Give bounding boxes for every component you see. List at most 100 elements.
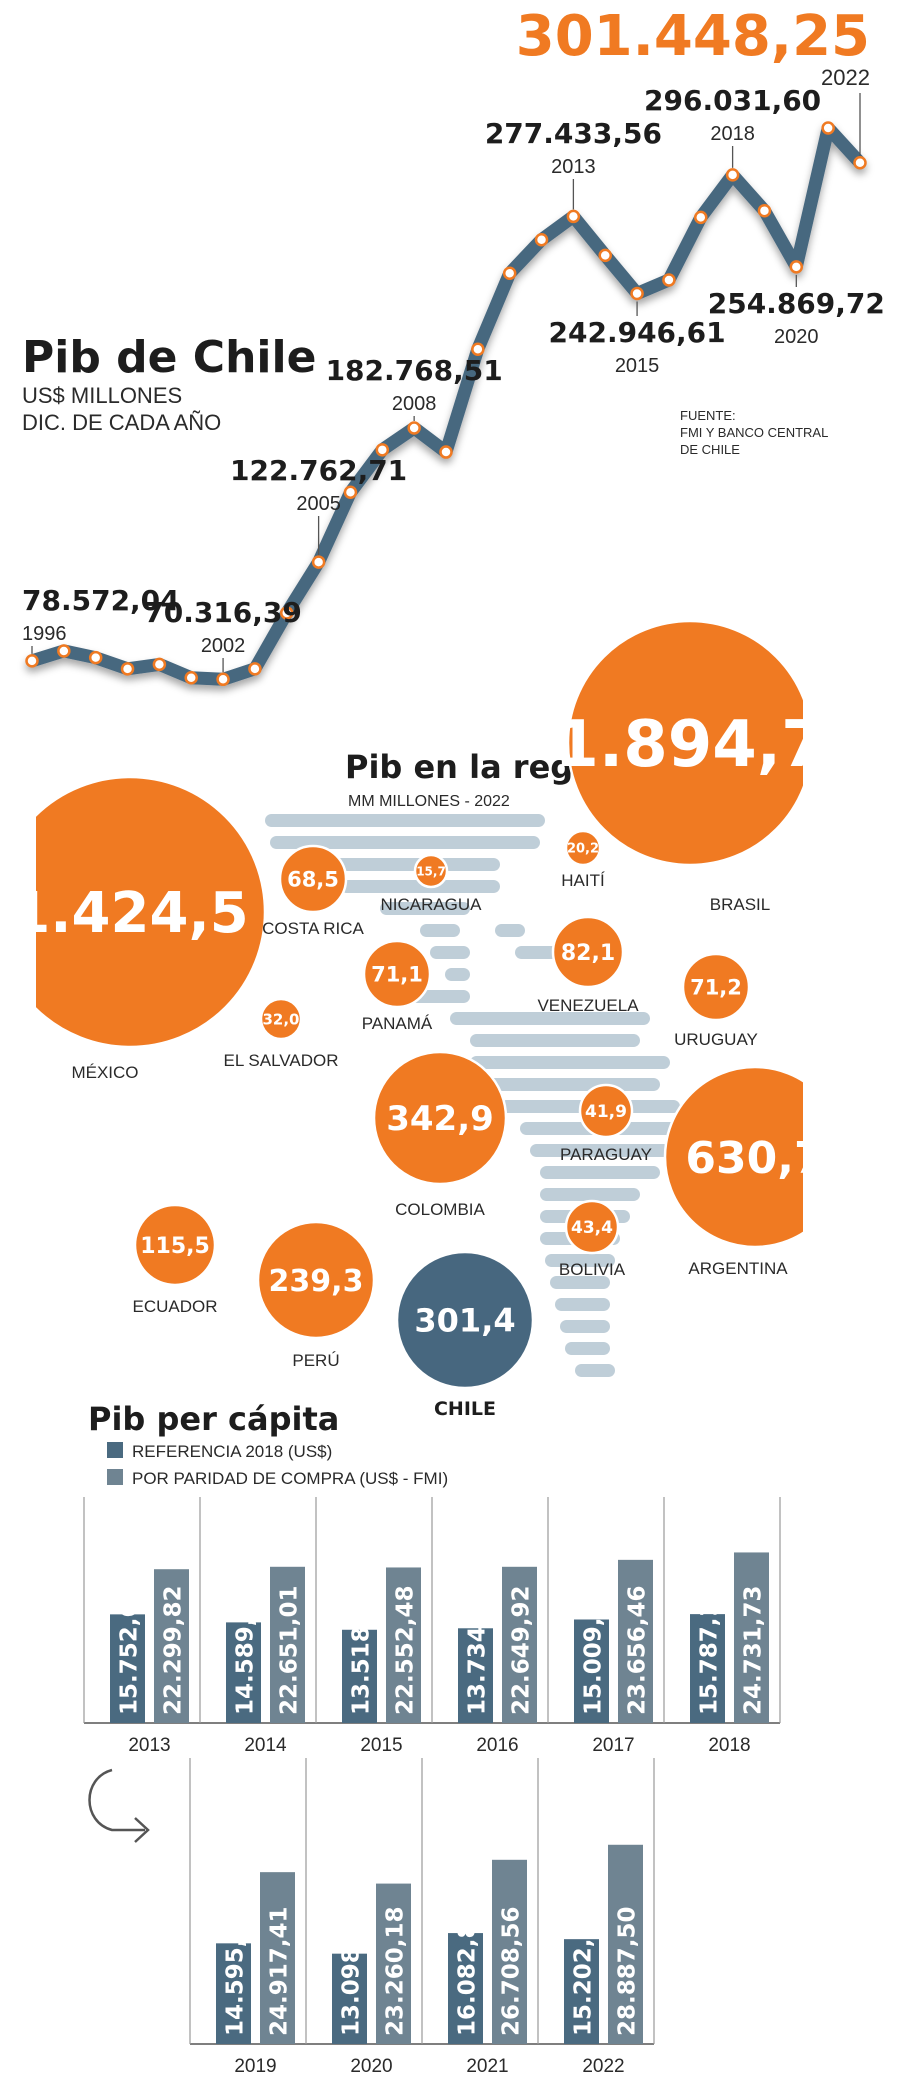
gdp-point-2012 [534, 232, 549, 247]
bar-ref-2018 [690, 1614, 725, 1723]
bar-ref-2015 [342, 1629, 377, 1723]
bubble-value-venezuela: 82,1 [561, 941, 615, 966]
bar-value-label: 13.098,25 [339, 1907, 365, 2037]
gdp-value-label-2022: 301.448,25 [516, 4, 870, 69]
bubble-circle-uruguay [681, 952, 751, 1022]
percapita-bar-chart: Pib per cápita REFERENCIA 2018 (US$) POR… [83, 1400, 781, 2074]
bubble-colombia: 342,9 COLOMBIA [372, 1050, 508, 1219]
gdp-point-2019 [757, 203, 772, 218]
gdp-value-label-2013: 277.433,56 [485, 117, 662, 150]
source-line-2: DE CHILE [680, 442, 740, 457]
bubble-name-el-salvador: EL SALVADOR [224, 1051, 339, 1070]
bubble-name-colombia: COLOMBIA [395, 1200, 485, 1219]
bar-ppp-2013 [154, 1569, 189, 1723]
bar-ref-2020 [332, 1953, 367, 2044]
gdp-year-label-2020: 2020 [774, 326, 819, 348]
bubble-uruguay: 71,2 URUGUAY [674, 952, 758, 1049]
bar-ppp-2014 [270, 1566, 305, 1723]
bar-ppp-2019 [260, 1872, 295, 2044]
bar-ref-2017 [574, 1619, 609, 1723]
bubble-value-per-: 239,3 [269, 1264, 364, 1299]
bar-ref-2013 [110, 1614, 145, 1723]
country-bubbles: 1.894,7 BRASIL 1.424,5 MÉXICO 630,7 ARGENTINA… [0, 560, 900, 1420]
map-stripe [540, 1166, 660, 1179]
legend-swatch-ppp [107, 1469, 123, 1485]
map-stripe [380, 902, 470, 915]
gdp-point-2010 [471, 342, 485, 356]
gdp-value-label-2015: 242.946,61 [549, 316, 726, 349]
bar-category-2018: 2018 [708, 1735, 750, 1756]
bubble-hait-: 20,2 HAITÍ [561, 829, 605, 890]
gdp-chart-subtitle-1: US$ MILLONES [22, 383, 182, 408]
gdp-point-2005 [311, 555, 326, 569]
bubble-ecuador: 115,5 ECUADOR [132, 1203, 218, 1316]
gdp-point-1998 [88, 650, 103, 665]
gdp-point-labels: 78.572,04 1996 70.316,39 2002 122.762,71 2005… [22, 4, 885, 673]
map-stripe [480, 1078, 660, 1091]
bubble-value-brasil: 1.894,7 [554, 708, 825, 782]
gdp-point-2002 [216, 672, 230, 687]
map-stripe [495, 924, 525, 937]
bubble-panam-: 71,1 PANAMÁ [362, 939, 433, 1033]
bar-category-2019: 2019 [234, 2056, 276, 2074]
gdp-year-label-2013: 2013 [551, 156, 596, 178]
bar-value-label: 23.260,18 [383, 1907, 409, 2037]
gdp-chart-subtitle-2: DIC. DE CADA AÑO [22, 410, 221, 435]
bar-value-label: 13.734,10 [465, 1586, 491, 1716]
bar-ppp-2015 [386, 1567, 421, 1723]
bubble-nicaragua: 15,7 NICARAGUA [380, 853, 482, 914]
bar-ref-2021 [448, 1933, 483, 2044]
map-stripe [445, 968, 470, 981]
bubble-name-panam-: PANAMÁ [362, 1014, 433, 1033]
bubble-value-panam-: 71,1 [371, 963, 423, 987]
gdp-point-2018 [725, 168, 740, 182]
bubble-value-colombia: 342,9 [386, 1099, 494, 1139]
bar-value-label: 22.649,92 [509, 1586, 535, 1716]
bubble-brasil: 1.894,7 BRASIL [554, 619, 826, 914]
bubble-circle-hait- [564, 829, 602, 867]
bar-value-label: 15.752,62 [117, 1586, 143, 1716]
map-stripe [560, 1320, 610, 1333]
gdp-point-2001 [184, 671, 198, 685]
map-stripe [575, 1364, 615, 1377]
right-crop [803, 560, 900, 1320]
gdp-point-2013 [566, 209, 581, 224]
gdp-point-1996 [25, 654, 39, 668]
gdp-year-label-2002: 2002 [201, 635, 246, 657]
gdp-point-1997 [57, 644, 71, 658]
bubble-argentina: 630,7 ARGENTINA [663, 1065, 847, 1278]
map-stripe [470, 1034, 640, 1047]
bar-ppp-2017 [618, 1559, 653, 1723]
gdp-point-2008 [407, 421, 421, 435]
gdp-value-label-1996: 78.572,04 [22, 584, 180, 617]
map-stripe [270, 836, 540, 849]
bar-value-label: 24.917,41 [267, 1907, 293, 2037]
gdp-point-2003 [248, 662, 262, 676]
bubble-circle-nicaragua [413, 853, 449, 889]
gdp-point-2014 [598, 248, 612, 263]
gdp-value-label-2020: 254.869,72 [708, 287, 885, 320]
bubble-name-venezuela: VENEZUELA [537, 996, 639, 1015]
gdp-value-label-2008: 182.768,51 [326, 354, 503, 387]
bar-category-2022: 2022 [582, 2056, 624, 2074]
gdp-point-2011 [502, 266, 517, 281]
map-stripe [265, 814, 545, 827]
gdp-point-2016 [662, 273, 676, 287]
map-stripe [420, 924, 460, 937]
source-label: FUENTE: [680, 408, 736, 423]
region-chart-subtitle: MM MILLONES - 2022 [348, 793, 510, 810]
map-stripe [565, 1342, 610, 1355]
gdp-point-2017 [694, 210, 708, 225]
gdp-point-2021 [821, 121, 835, 135]
bubble-name-m-xico: MÉXICO [71, 1063, 138, 1082]
source-line-1: FMI Y BANCO CENTRAL [680, 425, 828, 440]
bubble-circle-ecuador [133, 1203, 217, 1287]
bubble-name-uruguay: URUGUAY [674, 1030, 758, 1049]
bubble-costa-rica: 68,5 COSTA RICA [262, 844, 365, 938]
bubble-name-bolivia: BOLIVIA [559, 1260, 626, 1279]
map-stripe [450, 1012, 650, 1025]
bubble-value-el-salvador: 32,0 [262, 1010, 299, 1028]
bubble-el-salvador: 32,0 EL SALVADOR [224, 997, 339, 1070]
bubble-per-: 239,3 PERÚ [256, 1220, 376, 1370]
gdp-value-label-2002: 70.316,39 [144, 596, 302, 629]
